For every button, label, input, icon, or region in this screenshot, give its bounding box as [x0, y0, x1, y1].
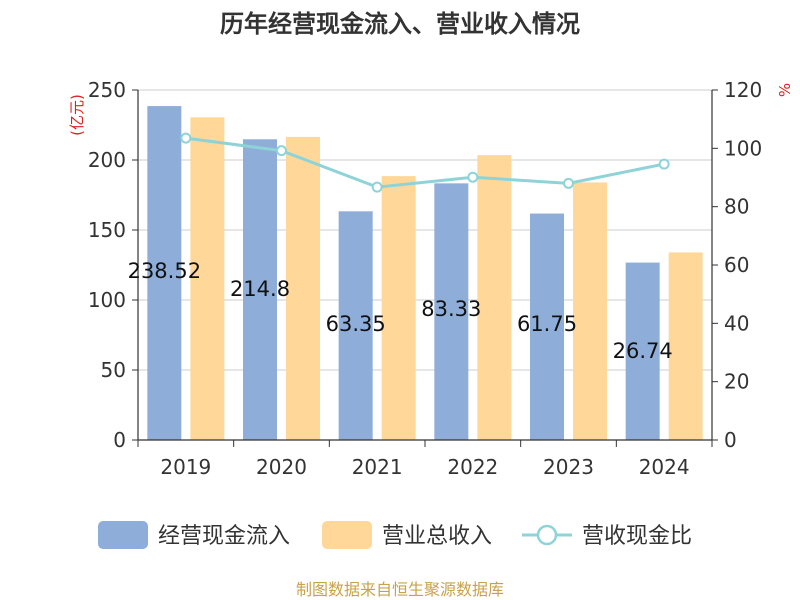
legend-swatch-revenue: [322, 521, 372, 549]
axes: 0 50 100 150 200 250 0 20 40 60 80 100 120 2019 2020 20…: [88, 78, 762, 479]
source-note: 制图数据来自恒生聚源数据库: [296, 580, 504, 599]
ratio-point: [563, 177, 574, 189]
right-axis-tick-label: 40: [724, 311, 749, 335]
ratio-line-series: [180, 132, 670, 193]
bar-value-label: 63.35: [326, 312, 386, 336]
bar-cash-inflow: [243, 139, 277, 440]
bar-revenue: [573, 182, 607, 440]
data-labels: 238.52 214.8 63.35 83.33 61.75 26.74: [128, 259, 673, 363]
bar-series: [147, 106, 703, 441]
bar-revenue: [477, 155, 512, 440]
right-axis-tick-label: 20: [724, 370, 749, 394]
bar-value-label: 26.74: [613, 339, 673, 363]
legend: 经营现金流入 营业总收入 营收现金比: [98, 521, 692, 549]
right-axis-tick-label: 80: [724, 195, 749, 219]
legend-swatch-cash-inflow: [98, 521, 148, 549]
x-axis-tick-label: 2024: [639, 455, 690, 479]
right-axis-unit: %: [776, 83, 794, 97]
ratio-point: [180, 132, 192, 144]
ratio-point: [658, 158, 670, 170]
ratio-point: [371, 181, 383, 193]
left-axis-tick-label: 50: [101, 358, 126, 382]
x-axis-tick-label: 2021: [352, 455, 403, 479]
right-axis-tick-label: 60: [724, 253, 749, 277]
ratio-line: [185, 136, 665, 189]
bar-cash-inflow: [530, 213, 564, 440]
legend-label-revenue: 营业总收入: [382, 524, 492, 549]
bar-revenue: [190, 117, 225, 441]
left-axis-tick-label: 100: [88, 288, 126, 312]
ratio-point: [276, 145, 287, 157]
bar-revenue: [381, 176, 416, 440]
right-axis-tick-label: 120: [724, 78, 762, 102]
left-axis-unit: (亿元): [68, 94, 86, 136]
bar-value-label: 61.75: [517, 312, 577, 336]
left-axis-tick-label: 200: [88, 148, 126, 172]
x-axis-tick-label: 2022: [447, 455, 498, 479]
x-axis-tick-label: 2020: [256, 455, 307, 479]
bar-value-label: 238.52: [128, 259, 201, 283]
left-axis-tick-label: 0: [113, 428, 126, 452]
x-axis-tick-label: 2023: [543, 455, 594, 479]
bar-value-label: 83.33: [421, 297, 481, 321]
right-axis-tick-label: 0: [724, 428, 737, 452]
left-axis-tick-label: 250: [88, 78, 126, 102]
left-axis-tick-label: 150: [88, 218, 126, 242]
bar-cash-inflow: [434, 183, 469, 440]
legend-label-ratio: 营收现金比: [582, 524, 692, 549]
ratio-point: [467, 171, 479, 183]
bar-cash-inflow: [625, 262, 660, 440]
bar-revenue: [668, 252, 703, 440]
right-axis-tick-label: 100: [724, 136, 762, 160]
legend-swatch-ratio-marker: [536, 524, 558, 546]
grid-lines: [138, 89, 712, 371]
bar-revenue: [286, 136, 320, 440]
bar-cash-inflow: [338, 211, 373, 440]
legend-label-cash-inflow: 经营现金流入: [158, 524, 290, 549]
bar-cash-inflow: [147, 106, 182, 441]
bar-value-label: 214.8: [230, 277, 290, 301]
chart-title: 历年经营现金流入、营业收入情况: [220, 10, 580, 38]
x-axis-tick-label: 2019: [160, 455, 211, 479]
